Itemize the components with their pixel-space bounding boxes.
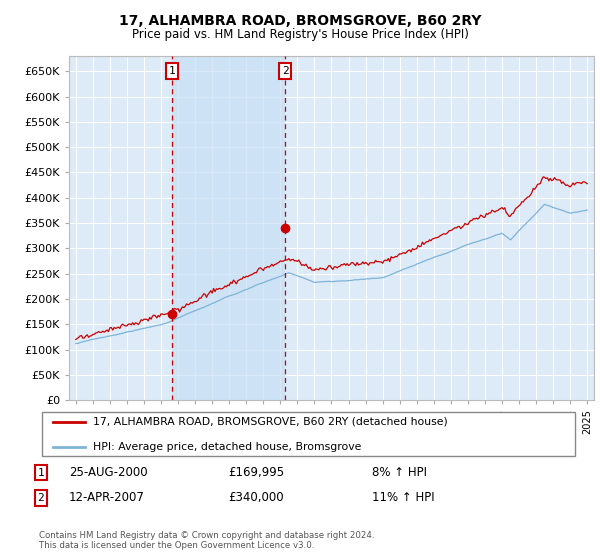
Text: 11% ↑ HPI: 11% ↑ HPI (372, 491, 434, 505)
Text: HPI: Average price, detached house, Bromsgrove: HPI: Average price, detached house, Brom… (93, 442, 361, 452)
Text: 8% ↑ HPI: 8% ↑ HPI (372, 466, 427, 479)
Text: 25-AUG-2000: 25-AUG-2000 (69, 466, 148, 479)
Text: Contains HM Land Registry data © Crown copyright and database right 2024.
This d: Contains HM Land Registry data © Crown c… (39, 530, 374, 550)
FancyBboxPatch shape (42, 412, 575, 456)
Text: 1: 1 (169, 66, 176, 76)
Text: 12-APR-2007: 12-APR-2007 (69, 491, 145, 505)
Text: 17, ALHAMBRA ROAD, BROMSGROVE, B60 2RY: 17, ALHAMBRA ROAD, BROMSGROVE, B60 2RY (119, 14, 481, 28)
Text: 17, ALHAMBRA ROAD, BROMSGROVE, B60 2RY (detached house): 17, ALHAMBRA ROAD, BROMSGROVE, B60 2RY (… (93, 417, 448, 427)
Text: 2: 2 (282, 66, 289, 76)
Text: £340,000: £340,000 (228, 491, 284, 505)
Text: £169,995: £169,995 (228, 466, 284, 479)
Text: Price paid vs. HM Land Registry's House Price Index (HPI): Price paid vs. HM Land Registry's House … (131, 28, 469, 41)
Bar (172, 56, 285, 400)
Text: 2: 2 (37, 493, 44, 503)
Text: 1: 1 (37, 468, 44, 478)
